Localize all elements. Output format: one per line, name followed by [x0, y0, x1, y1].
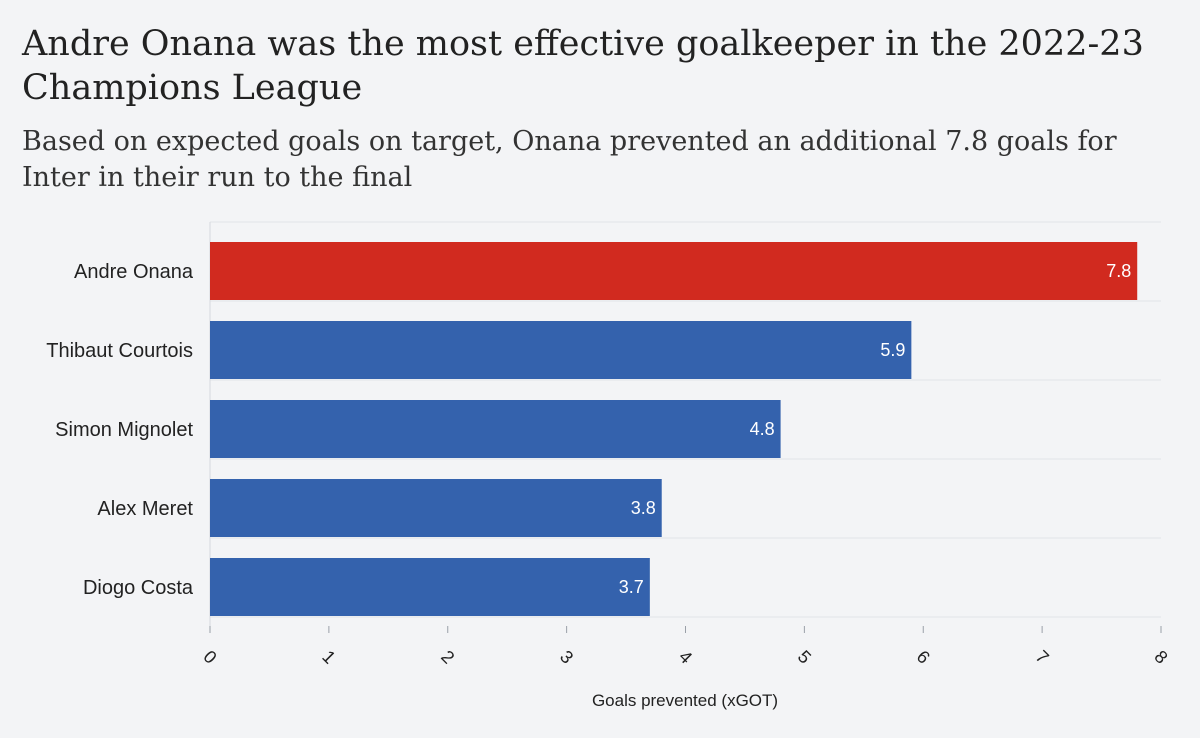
- x-axis-title: Goals prevented (xGOT): [592, 691, 778, 710]
- chart-subtitle: Based on expected goals on target, Onana…: [22, 126, 1117, 193]
- data-label: 3.7: [619, 577, 644, 597]
- bar: [210, 242, 1138, 300]
- x-tick-label: 6: [913, 646, 934, 667]
- data-label: 4.8: [750, 419, 775, 439]
- bar: [210, 479, 662, 537]
- bar: [210, 321, 912, 379]
- x-tick-label: 7: [1032, 646, 1053, 667]
- category-label: Alex Meret: [97, 498, 193, 520]
- bar: [210, 400, 781, 458]
- x-tick-label: 3: [556, 646, 577, 667]
- data-label: 5.9: [880, 340, 905, 360]
- category-label: Diogo Costa: [83, 577, 194, 599]
- x-tick-label: 0: [199, 646, 220, 667]
- data-label: 3.8: [631, 498, 656, 518]
- data-labels: 7.8 5.9 4.8 3.8 3.7: [619, 261, 1131, 597]
- category-label: Andre Onana: [74, 261, 194, 283]
- category-label: Thibaut Courtois: [46, 340, 193, 362]
- x-tick-label: 4: [675, 646, 696, 667]
- bars: [210, 242, 1138, 616]
- x-tick-label: 1: [318, 646, 339, 667]
- x-tick-label: 8: [1150, 646, 1171, 667]
- x-tick-label: 2: [437, 646, 458, 667]
- x-axis-ticks: 0 1 2 3 4 5 6 7 8: [199, 626, 1172, 668]
- category-labels: Andre Onana Thibaut Courtois Simon Mignole…: [46, 261, 194, 599]
- data-label: 7.8: [1106, 261, 1131, 281]
- category-label: Simon Mignolet: [55, 419, 193, 441]
- x-tick-label: 5: [794, 646, 815, 667]
- bar: [210, 558, 650, 616]
- chart-title: Andre Onana was the most effective goalk…: [22, 24, 1144, 108]
